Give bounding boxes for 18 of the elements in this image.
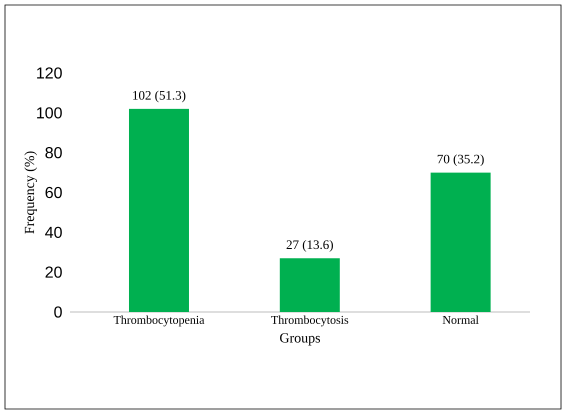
y-tick-label: 20 <box>46 266 62 278</box>
x-tick-label: Thrombocytopenia <box>114 316 204 326</box>
data-label: 102 (51.3) <box>133 90 186 102</box>
y-axis-title: Frequency (%) <box>24 151 38 234</box>
bar <box>128 108 189 312</box>
y-tick-label: 80 <box>45 147 62 158</box>
x-tick-label: Normal <box>442 316 479 324</box>
y-tick-label: 60 <box>46 186 62 198</box>
x-tick-label: Thrombocytosis <box>271 316 348 326</box>
y-tick-label: 0 <box>54 306 62 318</box>
y-tick-label: 40 <box>45 226 62 238</box>
bar <box>430 172 491 312</box>
data-label: 70 (35.2) <box>438 154 484 166</box>
data-label: 27 (13.6) <box>286 240 333 252</box>
y-tick-label: 120 <box>37 67 62 79</box>
y-tick-label: 100 <box>37 107 62 118</box>
x-axis-title: Groups <box>280 333 320 346</box>
bar <box>280 258 340 312</box>
